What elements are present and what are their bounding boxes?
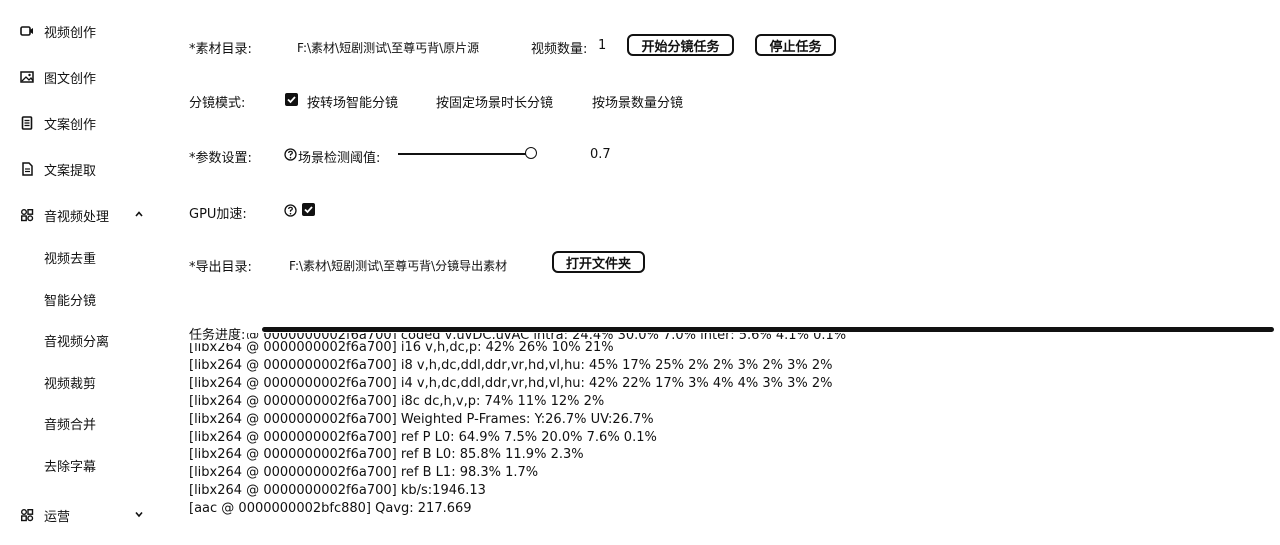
- gpu-label: GPU加速:: [189, 207, 247, 222]
- sidebar-subitem-audio-merge[interactable]: 音频合并: [44, 418, 97, 433]
- chevron-up-icon[interactable]: [132, 207, 146, 221]
- sidebar-item-av-processing[interactable]: 音视频处理: [0, 203, 160, 227]
- sidebar-item-label: 运营: [44, 509, 71, 525]
- sidebar-subitem-video-dedupe[interactable]: 视频去重: [44, 252, 97, 267]
- log-output[interactable]: [libx264 @ 0000000002f6a700] coded y,uvD…: [189, 333, 1269, 533]
- log-line: [libx264 @ 0000000002f6a700] ref P L0: 6…: [189, 429, 657, 445]
- sidebar-subitem-video-crop[interactable]: 视频裁剪: [44, 377, 97, 392]
- grid-icon: [20, 208, 34, 222]
- video-count-value: 1: [598, 38, 607, 53]
- checkmark-icon: [287, 96, 296, 104]
- threshold-label: 场景检测阈值:: [298, 151, 381, 166]
- export-dir-label: *导出目录:: [189, 260, 252, 275]
- sidebar-item-label: 视频创作: [44, 25, 97, 41]
- sidebar-subitem-remove-subtitles[interactable]: 去除字幕: [44, 460, 97, 475]
- file-icon: [20, 162, 34, 176]
- log-line: [libx264 @ 0000000002f6a700] ref B L1: 9…: [189, 465, 539, 481]
- log-line: [aac @ 0000000002bfc880] Qavg: 217.669: [189, 501, 472, 517]
- video-count-label: 视频数量:: [531, 42, 588, 57]
- sidebar-item-label: 文案提取: [44, 163, 97, 179]
- source-dir-path[interactable]: F:\素材\短剧测试\至尊丐背\原片源: [297, 41, 480, 55]
- chevron-down-icon[interactable]: [132, 507, 146, 521]
- sidebar-item-image-text[interactable]: 图文创作: [0, 65, 160, 89]
- sidebar-item-video-creation[interactable]: 视频创作: [0, 19, 160, 43]
- log-line: [libx264 @ 0000000002f6a700] Weighted P-…: [189, 411, 654, 427]
- document-icon: [20, 116, 34, 130]
- mode-option-scene-count[interactable]: 按场景数量分镜: [592, 96, 684, 111]
- progress-bar: [262, 327, 1274, 332]
- video-icon: [20, 24, 34, 38]
- log-line: [libx264 @ 0000000002f6a700] i16 v,h,dc,…: [189, 340, 614, 355]
- help-icon[interactable]: [284, 203, 297, 220]
- sidebar-subitem-av-separate[interactable]: 音视频分离: [44, 335, 110, 350]
- help-icon[interactable]: [284, 147, 297, 164]
- threshold-slider-handle[interactable]: [525, 147, 537, 159]
- threshold-value: 0.7: [590, 147, 611, 162]
- log-line: [libx264 @ 0000000002f6a700] ref B L0: 8…: [189, 447, 584, 463]
- sidebar-item-label: 文案创作: [44, 117, 97, 133]
- export-dir-path[interactable]: F:\素材\短剧测试\至尊丐背\分镜导出素材: [289, 259, 508, 273]
- mode-label: 分镜模式:: [189, 96, 246, 111]
- mode-checkbox-transition[interactable]: [285, 93, 298, 106]
- log-line: [libx264 @ 0000000002f6a700] i8 v,h,dc,d…: [189, 357, 833, 373]
- gpu-checkbox[interactable]: [302, 203, 315, 216]
- sidebar-item-copywriting[interactable]: 文案创作: [0, 111, 160, 135]
- sidebar-item-operations[interactable]: 运营: [0, 503, 160, 527]
- sidebar: 视频创作 图文创作 文案创作 文案提取 音视频处理 视频去重 智能分镜 音视频分…: [0, 0, 160, 545]
- mode-option-fixed-duration[interactable]: 按固定场景时长分镜: [436, 96, 554, 111]
- progress-label: 任务进度:: [189, 324, 248, 343]
- mode-option-transition[interactable]: 按转场智能分镜: [307, 96, 399, 111]
- checkmark-icon: [304, 206, 313, 214]
- grid-icon: [20, 508, 34, 522]
- open-folder-button[interactable]: 打开文件夹: [552, 251, 645, 273]
- source-dir-label: *素材目录:: [189, 42, 252, 57]
- log-line: [libx264 @ 0000000002f6a700] coded y,uvD…: [189, 333, 1269, 339]
- log-line: [libx264 @ 0000000002f6a700] i8c dc,h,v,…: [189, 393, 605, 409]
- stop-task-button[interactable]: 停止任务: [755, 34, 836, 56]
- sidebar-item-text-extract[interactable]: 文案提取: [0, 157, 160, 181]
- image-icon: [20, 70, 34, 84]
- sidebar-subitem-smart-storyboard[interactable]: 智能分镜: [44, 294, 97, 309]
- log-line: [libx264 @ 0000000002f6a700] kb/s:1946.1…: [189, 483, 486, 499]
- param-label: *参数设置:: [189, 151, 252, 166]
- sidebar-item-label: 图文创作: [44, 71, 97, 87]
- threshold-slider-track[interactable]: [398, 153, 532, 155]
- log-line: [libx264 @ 0000000002f6a700] i4 v,h,dc,d…: [189, 375, 833, 391]
- sidebar-item-label: 音视频处理: [44, 209, 110, 225]
- start-storyboard-button[interactable]: 开始分镜任务: [627, 34, 734, 56]
